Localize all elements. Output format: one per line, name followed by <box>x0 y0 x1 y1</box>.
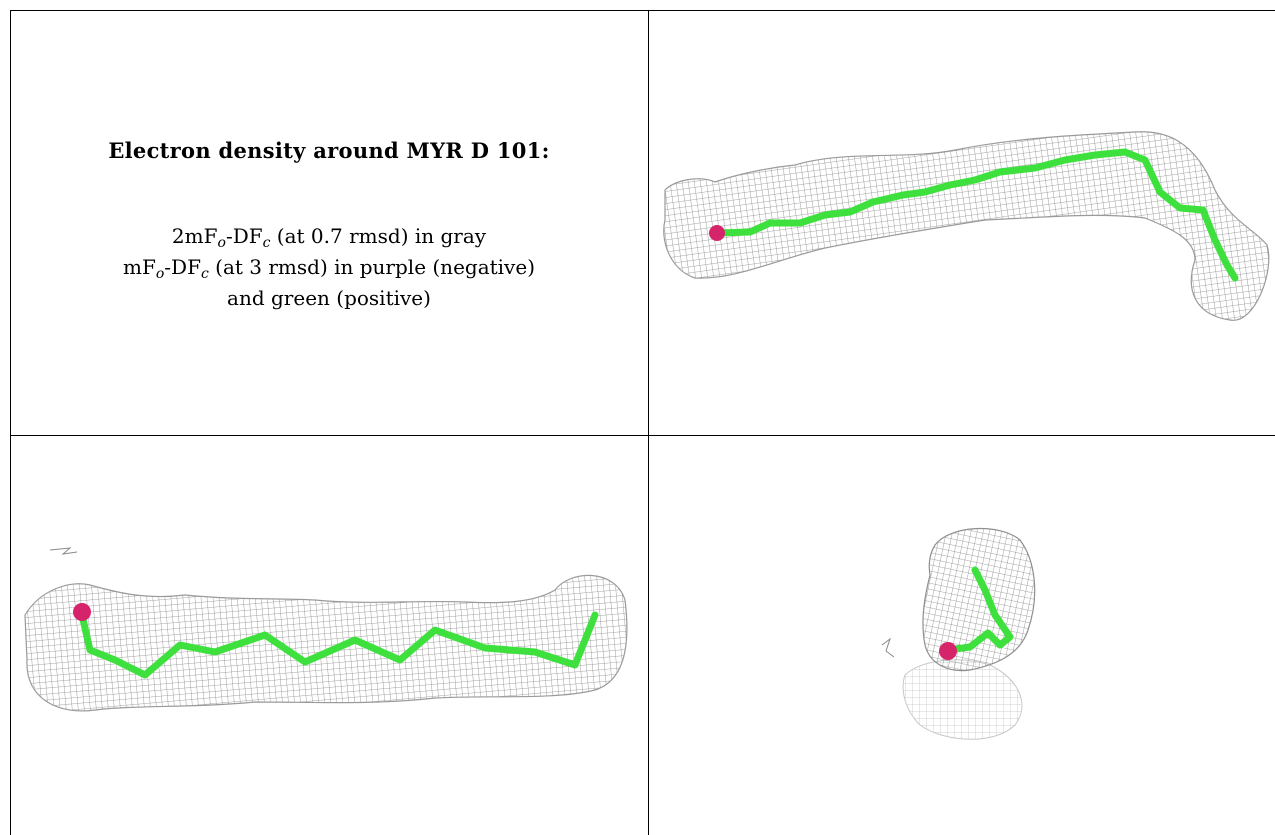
density-view-bottom-left <box>15 540 635 725</box>
table-left-border <box>10 10 11 835</box>
oxygen-atom <box>709 225 725 241</box>
oxygen-atom <box>939 642 957 660</box>
table-top-border <box>10 10 1275 11</box>
ligand-stick <box>944 566 1014 654</box>
stray-density-fragment <box>49 547 78 555</box>
legend-line-gray: 2mFo-DFc (at 0.7 rmsd) in gray <box>171 224 487 251</box>
density-mesh <box>663 131 1270 321</box>
stray-density-fragment <box>881 637 895 658</box>
ligand-stick <box>78 611 599 679</box>
ligand-stick <box>713 148 1239 282</box>
density-view-top-right <box>655 120 1275 335</box>
density-view-bottom-right <box>870 515 1070 745</box>
legend-line-difference: mFo-DFc (at 3 rmsd) in purple (negative) <box>123 255 535 282</box>
legend-cell: Electron density around MYR D 101: 2mFo-… <box>10 10 648 435</box>
legend-title: Electron density around MYR D 101: <box>108 138 550 163</box>
density-mesh-lower <box>902 659 1023 740</box>
legend-line-positive: and green (positive) <box>227 286 431 310</box>
table-center-divider <box>648 10 649 835</box>
table-middle-border <box>10 435 1275 436</box>
oxygen-atom <box>73 603 91 621</box>
legend-body: 2mFo-DFc (at 0.7 rmsd) in gray mFo-DFc (… <box>10 221 648 314</box>
density-mesh <box>24 574 628 712</box>
